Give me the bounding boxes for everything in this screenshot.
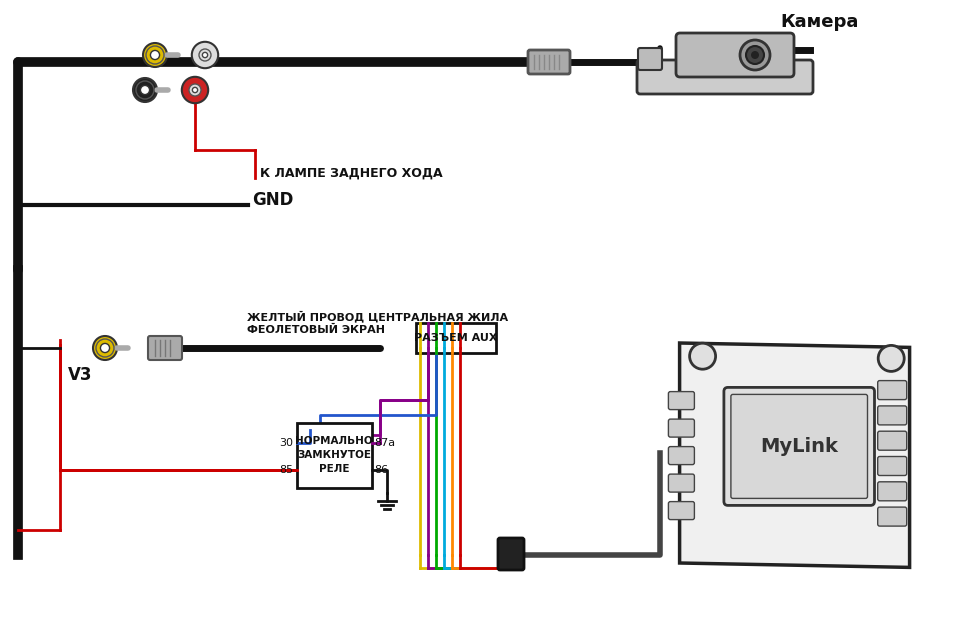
Circle shape [189, 84, 201, 96]
Text: К ЛАМПЕ ЗАДНЕГО ХОДА: К ЛАМПЕ ЗАДНЕГО ХОДА [260, 167, 443, 180]
Circle shape [181, 77, 208, 104]
Text: 85: 85 [279, 465, 294, 475]
FancyBboxPatch shape [676, 33, 794, 77]
FancyBboxPatch shape [877, 431, 906, 450]
Text: ЖЕЛТЫЙ ПРОВОД ЦЕНТРАЛЬНАЯ ЖИЛА: ЖЕЛТЫЙ ПРОВОД ЦЕНТРАЛЬНАЯ ЖИЛА [247, 310, 508, 322]
Text: НОРМАЛЬНО
ЗАМКНУТОЕ
РЕЛЕ: НОРМАЛЬНО ЗАМКНУТОЕ РЕЛЕ [295, 436, 372, 474]
FancyBboxPatch shape [637, 60, 813, 94]
Circle shape [689, 343, 715, 369]
Text: 87a: 87a [374, 438, 396, 448]
FancyBboxPatch shape [668, 392, 694, 410]
FancyBboxPatch shape [877, 456, 906, 475]
FancyBboxPatch shape [668, 474, 694, 492]
FancyBboxPatch shape [724, 387, 875, 505]
FancyBboxPatch shape [668, 447, 694, 465]
FancyBboxPatch shape [877, 381, 906, 399]
Text: РАЗЪЕМ AUX: РАЗЪЕМ AUX [415, 333, 497, 343]
FancyBboxPatch shape [731, 394, 868, 498]
FancyBboxPatch shape [877, 482, 906, 501]
Circle shape [746, 46, 764, 64]
Circle shape [751, 51, 759, 59]
Polygon shape [680, 343, 909, 567]
FancyBboxPatch shape [668, 502, 694, 520]
Text: 86: 86 [374, 465, 389, 475]
Circle shape [93, 336, 117, 360]
Circle shape [140, 86, 150, 95]
Text: ФЕОЛЕТОВЫЙ ЭКРАН: ФЕОЛЕТОВЫЙ ЭКРАН [247, 325, 385, 335]
Circle shape [133, 78, 157, 102]
FancyBboxPatch shape [638, 48, 662, 70]
Text: V3: V3 [68, 366, 92, 384]
FancyBboxPatch shape [877, 406, 906, 425]
FancyBboxPatch shape [668, 419, 694, 437]
Circle shape [143, 43, 167, 67]
Circle shape [151, 50, 159, 59]
Text: Камера: Камера [780, 13, 859, 31]
Circle shape [203, 52, 207, 58]
FancyBboxPatch shape [148, 336, 182, 360]
Bar [416, 323, 496, 353]
Circle shape [740, 40, 770, 70]
Circle shape [878, 346, 904, 371]
FancyBboxPatch shape [498, 538, 524, 570]
Bar [297, 422, 372, 488]
FancyBboxPatch shape [528, 50, 570, 74]
Text: GND: GND [252, 191, 294, 209]
Text: MyLink: MyLink [760, 437, 838, 456]
Circle shape [192, 88, 198, 93]
Circle shape [101, 343, 109, 353]
Text: 30: 30 [279, 438, 294, 448]
FancyBboxPatch shape [877, 507, 906, 526]
Circle shape [192, 42, 218, 68]
Circle shape [199, 49, 211, 61]
